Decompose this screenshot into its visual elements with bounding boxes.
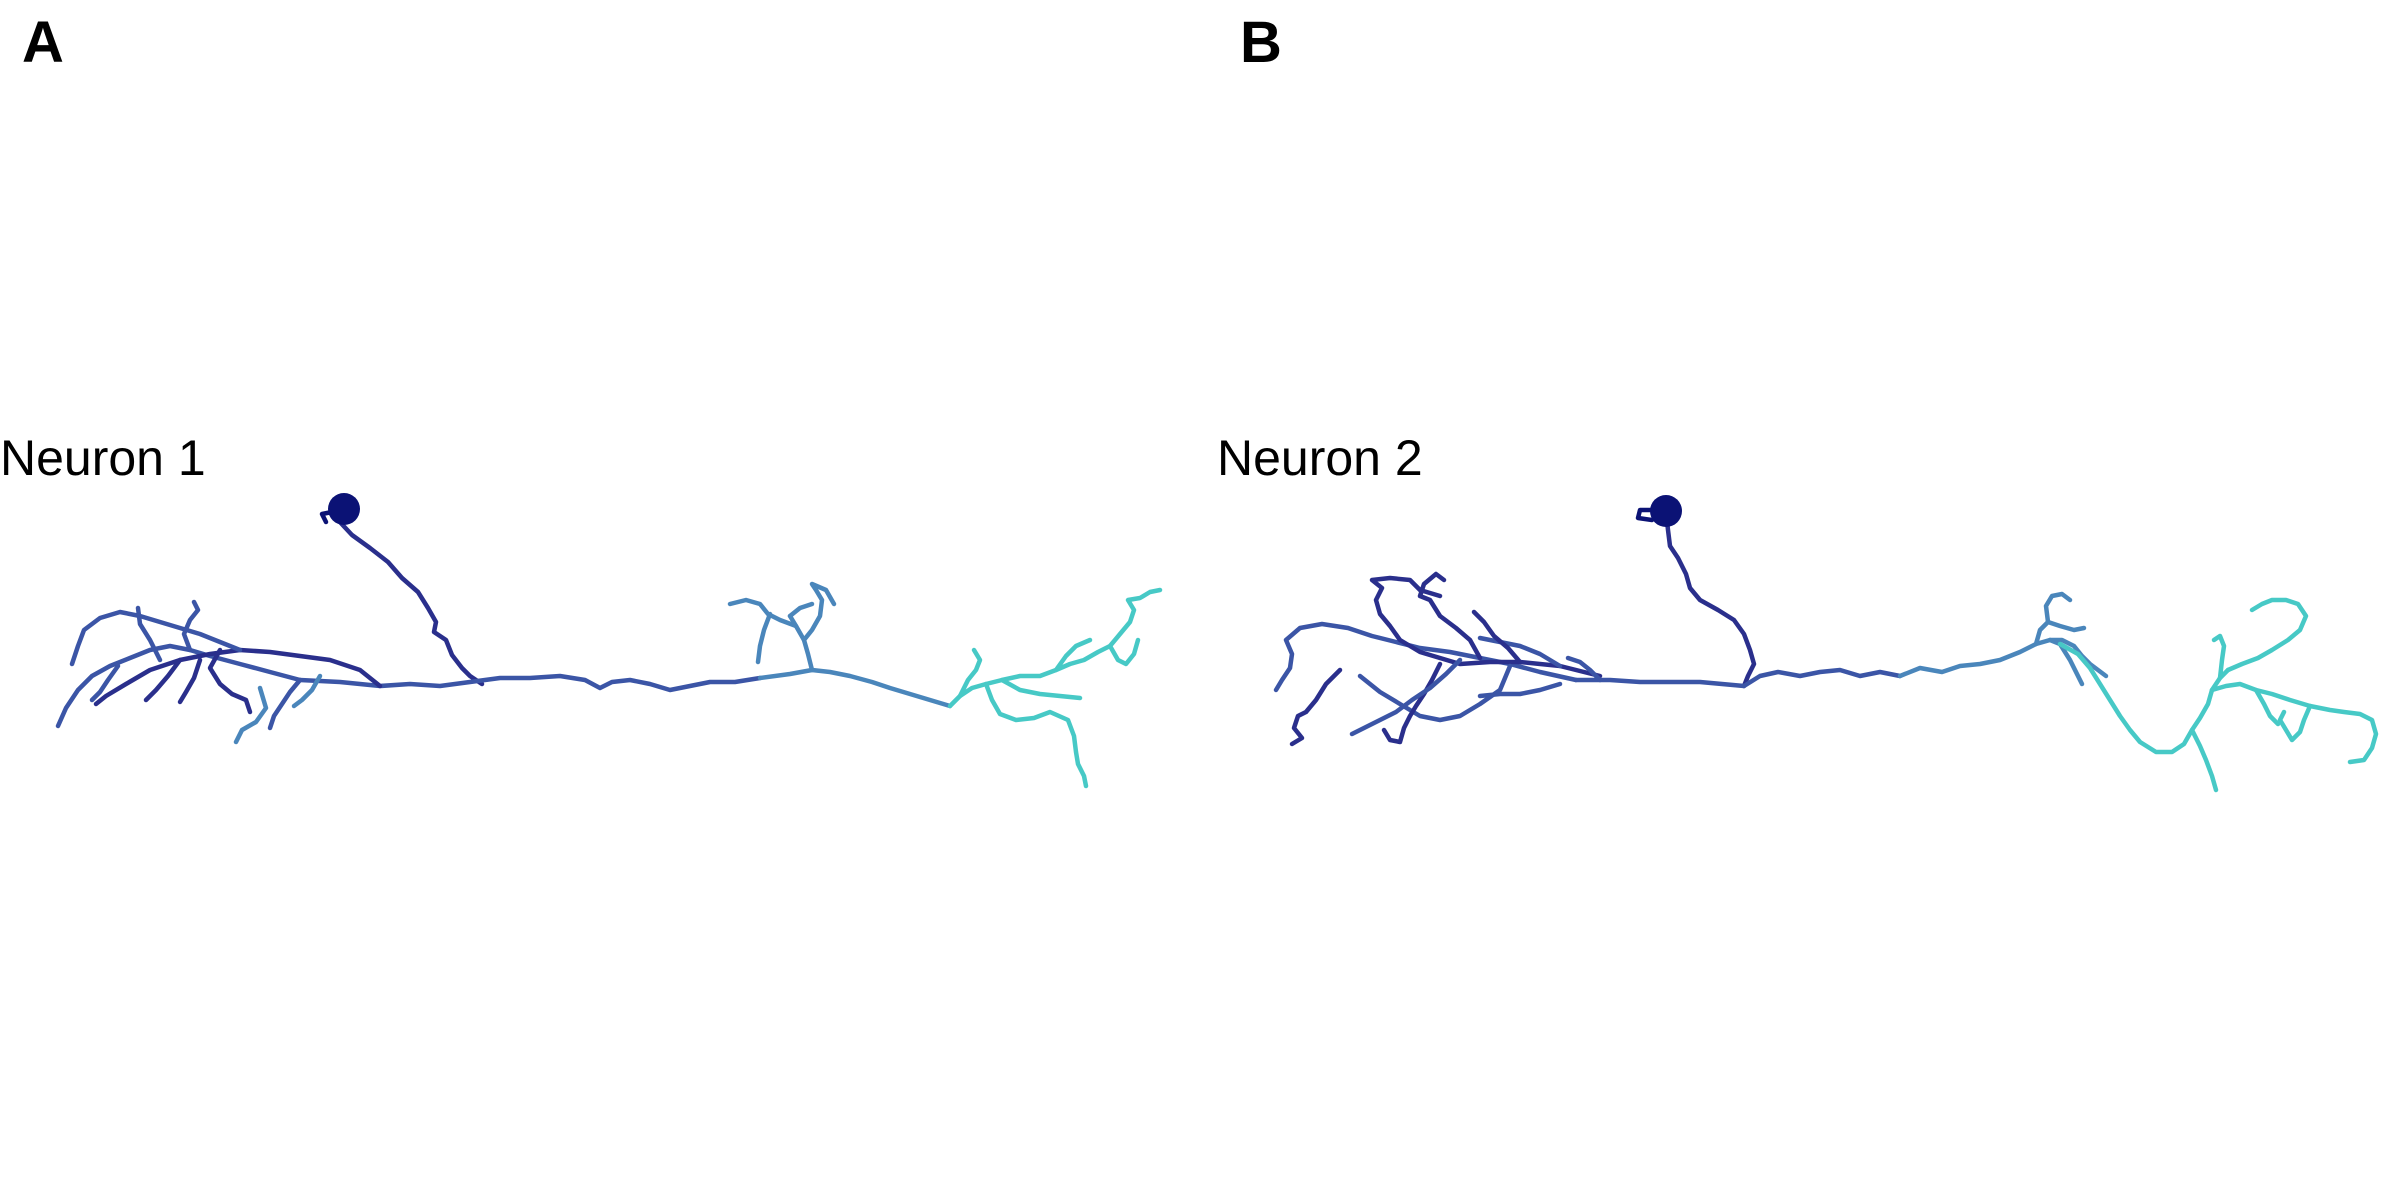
neuron-1-morphology: [58, 493, 1160, 786]
neuron-1-primary-neurite: [338, 510, 482, 684]
neuron-1-soma: [328, 493, 360, 525]
neuron-1-proximal-arbor: [58, 602, 380, 742]
neuron-2-soma-group: [1638, 495, 1682, 527]
neuron-2-morphology: [1276, 495, 2376, 790]
neuron-2-proximal-arbor: [1276, 574, 1600, 744]
neuron-2-primary-neurite: [1666, 512, 1754, 686]
neuron-2-distal-arbor: [2060, 600, 2376, 790]
neuron-2-soma: [1650, 495, 1682, 527]
neuron-1-soma-group: [322, 493, 360, 525]
neuron-2-main-trunk: [1576, 640, 2060, 686]
neuron-1-main-trunk: [300, 670, 950, 706]
neuron-1-mid-arbor: [730, 584, 834, 670]
neuron-1-distal-arbor: [950, 590, 1160, 786]
